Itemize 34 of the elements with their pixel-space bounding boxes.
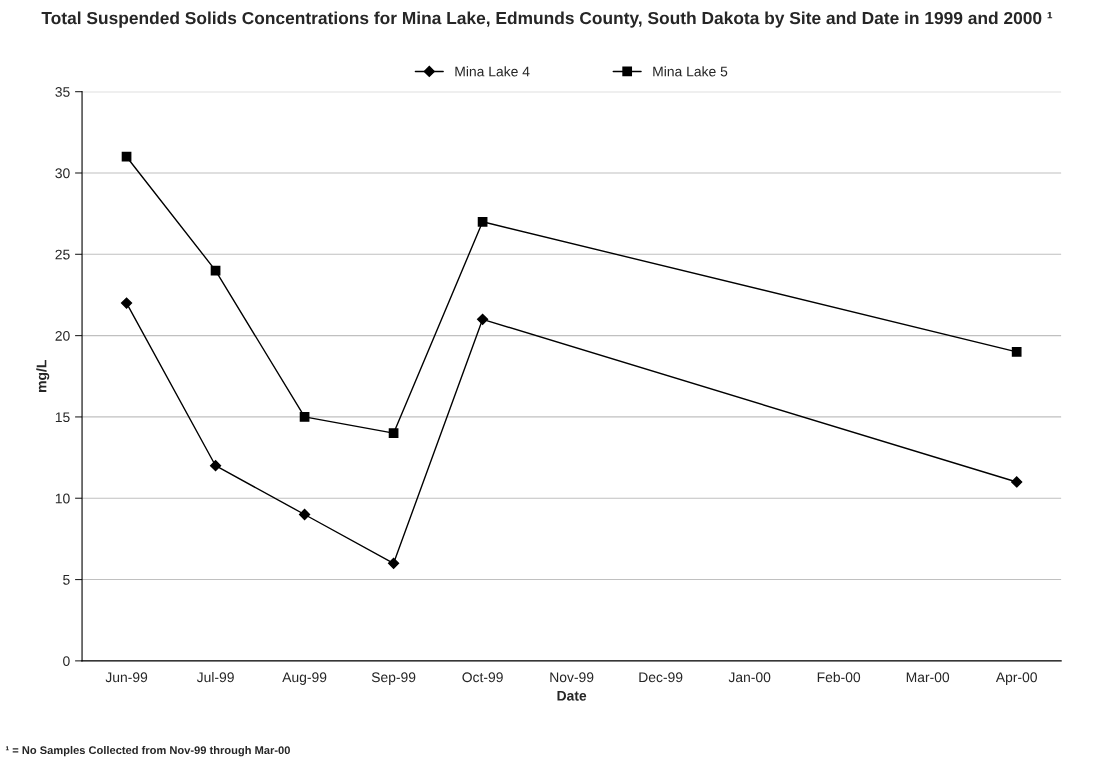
point — [121, 151, 132, 162]
y-tick-label: 35 — [55, 87, 70, 97]
point — [476, 313, 489, 325]
y-axis-title: mg/L — [36, 360, 50, 392]
y-tick-label: 0 — [63, 656, 70, 667]
point — [298, 508, 311, 521]
y-tick-label: 15 — [55, 412, 70, 423]
x-tick-label: Aug-99 — [282, 672, 327, 685]
x-tick-label: Apr-00 — [995, 672, 1037, 685]
x-tick-label: Mar-00 — [906, 672, 950, 683]
y-tick-label: 10 — [55, 493, 70, 504]
chart-title: Total Suspended Solids Concentrations for Mina Lake, Edmunds County, South Dakota by Site and Date in 1999 and 2000 ¹ — [41, 11, 1053, 28]
y-tick-label: 25 — [55, 249, 70, 260]
legend-label: Mina Lake 5 — [653, 66, 728, 77]
point — [477, 216, 488, 227]
x-tick-label: Oct-99 — [462, 672, 503, 683]
x-tick-label: Jan-00 — [728, 672, 771, 683]
point — [299, 412, 310, 422]
point — [120, 297, 133, 309]
text: ¹ = No Samples Collected from Nov-99 through Mar-00 — [5, 745, 290, 757]
point — [209, 460, 222, 472]
x-tick-label: Nov-99 — [550, 672, 594, 683]
x-tick-label: Dec-99 — [639, 672, 683, 683]
legend-label: Mina Lake 4 — [455, 66, 530, 77]
x-tick-label: Jun-99 — [105, 672, 148, 683]
y-tick-label: 30 — [55, 168, 70, 179]
y-tick-label: 20 — [55, 330, 70, 341]
x-axis-title: Date — [557, 690, 587, 701]
point — [387, 557, 400, 569]
x-tick-label: Jul-99 — [196, 671, 234, 683]
x-tick-label: Feb-00 — [817, 671, 861, 683]
y-tick-label: 5 — [63, 575, 70, 585]
x-tick-label: Sep-99 — [371, 672, 416, 685]
point — [388, 428, 399, 439]
